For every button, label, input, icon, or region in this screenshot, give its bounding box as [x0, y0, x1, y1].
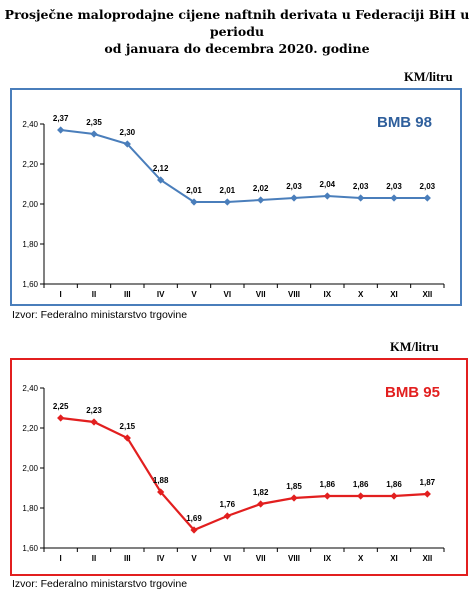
- chart2-point: [223, 512, 231, 520]
- chart1-x-tick-label: VI: [224, 290, 232, 299]
- chart2-point: [357, 492, 365, 500]
- chart1-x-tick-label: IX: [324, 290, 332, 299]
- chart1-data-label: 2,12: [153, 164, 169, 173]
- chart2-point: [423, 490, 431, 498]
- chart2-data-label: 2,25: [53, 402, 69, 411]
- chart1-data-label: 2,02: [253, 184, 269, 193]
- title-line-2: od januara do decembra 2020. godine: [104, 41, 370, 56]
- chart1-series-line: [60, 129, 428, 203]
- chart2-y-tick-label: 1,80: [22, 504, 38, 513]
- chart2-x-tick-label: XI: [390, 554, 398, 563]
- chart1-point: [290, 194, 298, 202]
- chart1-x-tick-label: XI: [390, 290, 398, 299]
- chart2-point: [157, 488, 165, 496]
- chart2-data-label: 1,85: [286, 482, 302, 491]
- chart1-x-tick-label: VII: [256, 290, 266, 299]
- chart2-data-label: 1,86: [386, 480, 402, 489]
- chart2-y-tick-label: 1,60: [22, 544, 38, 553]
- chart1-data-label: 2,37: [53, 114, 69, 123]
- chart2-y-tick-label: 2,20: [22, 424, 38, 433]
- chart2-point: [123, 434, 131, 442]
- chart1-data-label: 2,03: [386, 182, 402, 191]
- chart1-x-tick-label: II: [92, 290, 96, 299]
- chart1-point: [190, 198, 198, 206]
- chart1-x-tick-label: III: [124, 290, 131, 299]
- chart1-point: [390, 194, 398, 202]
- chart2-series-line: [60, 416, 428, 532]
- chart2-x-tick-label: VI: [224, 554, 232, 563]
- chart2-point: [190, 526, 198, 534]
- chart1-point: [223, 198, 231, 206]
- chart2-x-tick-label: V: [191, 554, 197, 563]
- chart1-y-tick-label: 1,80: [22, 240, 38, 249]
- chart2-data-label: 1,88: [153, 476, 169, 485]
- chart2-x-tick-label: III: [124, 554, 131, 563]
- chart-bmb98: 1,60 1,80 2,00 2,20 2,40 I II III IV V VI VII VIII IX…: [10, 88, 462, 306]
- chart2-data-label: 1,82: [253, 488, 269, 497]
- chart2-point: [257, 500, 265, 508]
- chart1-data-label: 2,30: [120, 128, 136, 137]
- chart2-data-label: 2,23: [86, 406, 102, 415]
- chart1-data-label: 2,35: [86, 118, 102, 127]
- chart2-x-tick-label: I: [60, 554, 62, 563]
- chart1-data-label: 2,01: [186, 186, 202, 195]
- chart-bmb95-svg: 1,601,802,002,202,40I II III IV V VI VII VIII IX…: [22, 384, 445, 563]
- chart2-data-label: 1,86: [320, 480, 336, 489]
- chart2-point: [90, 418, 98, 426]
- chart1-x-tick-label: X: [358, 290, 364, 299]
- chart1-data-label: 2,03: [286, 182, 302, 191]
- chart2-y-tick-label: 2,40: [22, 384, 38, 393]
- chart2-point: [323, 492, 331, 500]
- chart1-point: [257, 196, 265, 204]
- chart2-series-label: BMB 95: [385, 384, 440, 401]
- chart1-point: [57, 126, 65, 134]
- chart1-point: [157, 176, 165, 184]
- page-title: Prosječne maloprodajne cijene naftnih de…: [0, 6, 474, 57]
- chart2-x-tick-label: VII: [256, 554, 266, 563]
- chart1-point: [357, 194, 365, 202]
- title-line-1: Prosječne maloprodajne cijene naftnih de…: [4, 7, 470, 39]
- chart2-data-label: 1,69: [186, 514, 202, 523]
- chart2-point: [57, 414, 65, 422]
- chart1-point: [423, 194, 431, 202]
- chart2-data-label: 1,87: [420, 478, 436, 487]
- chart2-x-tick-label: IV: [157, 554, 165, 563]
- chart-bmb95: 1,60 1,80 2,00 2,20 2,40 I II III IV V VI VII VIII IX…: [10, 358, 468, 576]
- chart2-point: [390, 492, 398, 500]
- chart2-source: Izvor: Federalno ministarstvo trgovine: [12, 578, 188, 590]
- chart2-point: [290, 494, 298, 502]
- chart-bmb98-svg: 1,601,802,002,202,40I II III IV V VI VII VIII IX…: [22, 114, 445, 299]
- chart2-data-label: 1,76: [220, 500, 236, 509]
- chart1-data-label: 2,04: [320, 180, 336, 189]
- chart2-x-tick-label: IX: [324, 554, 332, 563]
- chart1-y-tick-label: 2,40: [22, 120, 38, 129]
- chart1-series-label: BMB 98: [377, 114, 432, 131]
- chart1-data-label: 2,03: [353, 182, 369, 191]
- chart2-x-tick-label: VIII: [288, 554, 300, 563]
- chart1-y-tick-label: 2,20: [22, 160, 38, 169]
- chart1-y-tick-label: 2,00: [22, 200, 38, 209]
- chart2-x-tick-label: XII: [422, 554, 432, 563]
- chart1-y-tick-label: 1,60: [22, 280, 38, 289]
- chart1-x-tick-label: VIII: [288, 290, 300, 299]
- chart1-source: Izvor: Federalno ministarstvo trgovine: [12, 309, 188, 321]
- chart1-x-tick-label: IV: [157, 290, 165, 299]
- chart2-x-tick-label: X: [358, 554, 364, 563]
- chart1-data-label: 2,01: [220, 186, 236, 195]
- chart1-point: [323, 192, 331, 200]
- chart1-unit-label: KM/litru: [404, 70, 453, 84]
- chart1-point: [123, 140, 131, 148]
- chart2-data-label: 1,86: [353, 480, 369, 489]
- chart1-x-tick-label: XII: [422, 290, 432, 299]
- chart2-x-tick-label: II: [92, 554, 96, 563]
- chart1-point: [90, 130, 98, 138]
- chart1-x-tick-label: I: [60, 290, 62, 299]
- chart2-data-label: 2,15: [120, 422, 136, 431]
- chart2-y-tick-label: 2,00: [22, 464, 38, 473]
- chart2-unit-label: KM/litru: [390, 340, 439, 354]
- chart1-data-label: 2,03: [420, 182, 436, 191]
- chart1-x-tick-label: V: [191, 290, 197, 299]
